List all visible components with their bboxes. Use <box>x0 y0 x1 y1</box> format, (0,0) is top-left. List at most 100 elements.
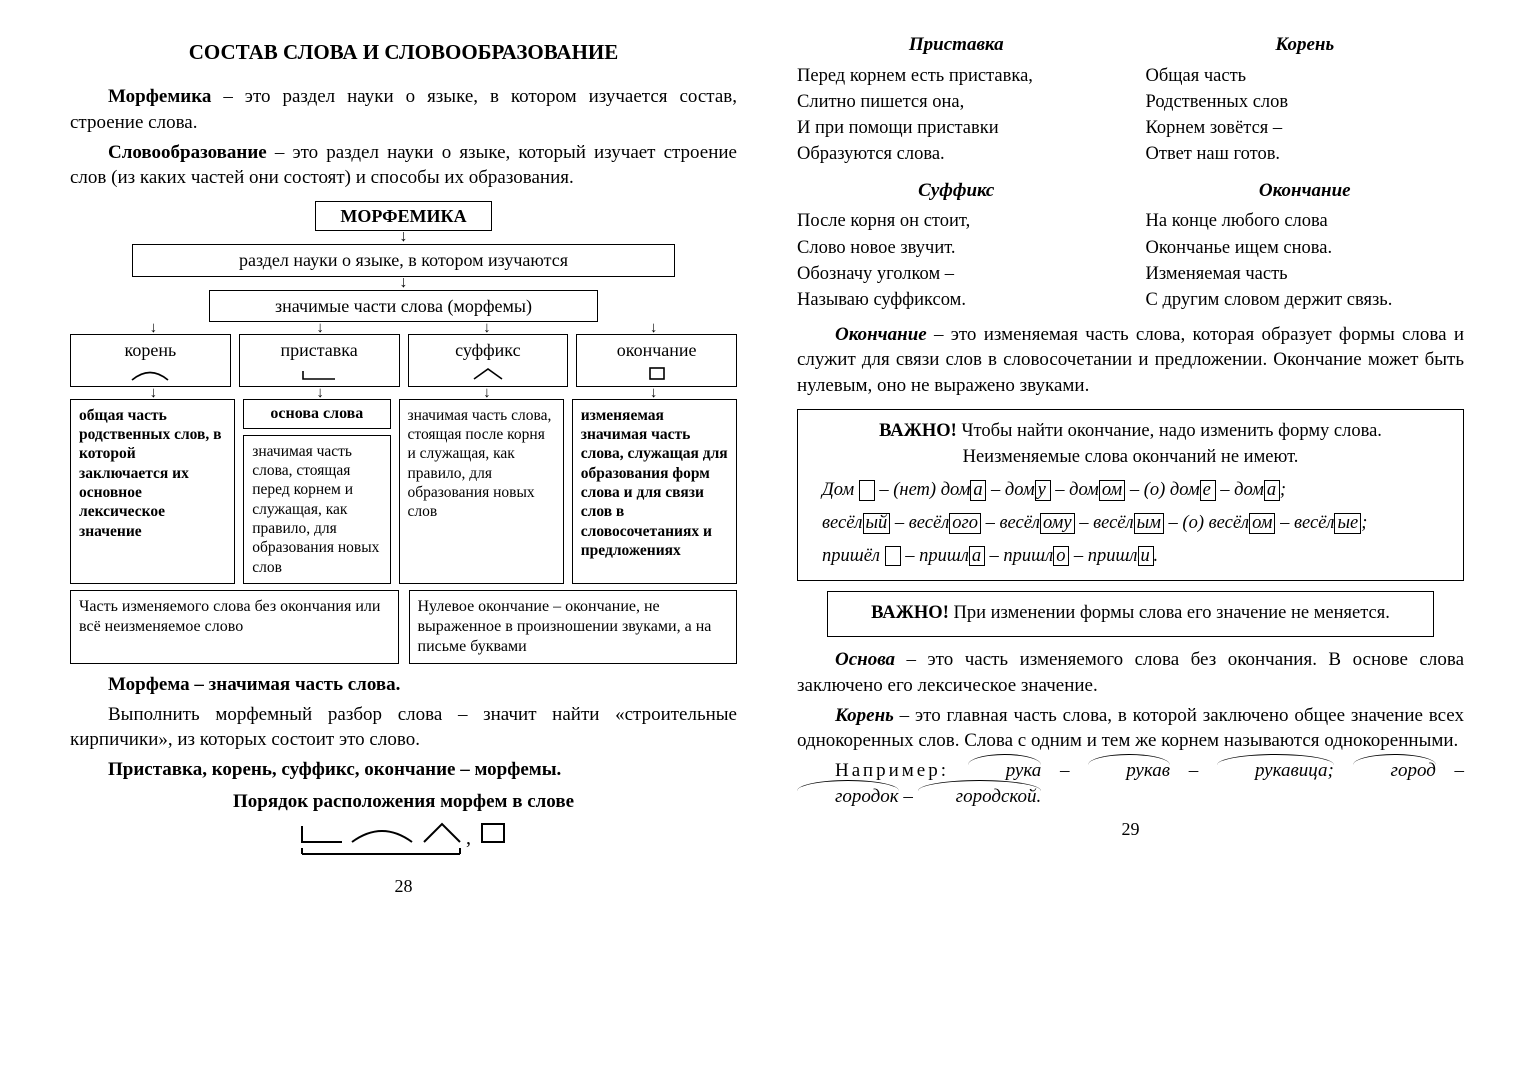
box1-line1: ВАЖНО! Чтобы найти окончание, надо измен… <box>812 418 1449 445</box>
example-vesel: весёлый – весёлого – весёлому – весёлым … <box>812 510 1449 537</box>
bracket-icon <box>250 364 389 382</box>
ex-dom-forms: – (нет) дома – дому – домом – (о) доме –… <box>879 480 1286 500</box>
flow-bottom-row: Часть изменяемого слова без окончания ил… <box>70 590 737 664</box>
ending-box: у <box>1035 480 1051 501</box>
osnova-def: – это часть изменяемого слова без оконча… <box>797 649 1464 696</box>
example-roots: Например: рука – рукав – рукавица; город… <box>797 758 1464 809</box>
okonch-term: Окончание <box>835 324 927 345</box>
flow-head-okonch-label: окончание <box>617 340 697 360</box>
poem-suffix-title: Суффикс <box>797 178 1116 204</box>
poem-line: Обозначу уголком – <box>797 262 1116 286</box>
box1-lead: ВАЖНО! <box>879 421 957 441</box>
flow-bottom-right: Нулевое окончание – окончание, не выраже… <box>409 590 738 664</box>
flow-body-koren: общая часть родственных слов, в которой … <box>70 399 235 585</box>
poem-okonch: Окончание На конце любого слова Окончань… <box>1146 176 1465 314</box>
ending-box: а <box>1264 480 1280 501</box>
okonch-def-paragraph: Окончание – это изменяемая часть слова, … <box>797 322 1464 399</box>
koren-def: – это главная часть слова, в которой зак… <box>797 705 1464 752</box>
poem-suffix: Суффикс После корня он стоит, Слово ново… <box>797 176 1116 314</box>
null-ending-icon <box>885 546 901 567</box>
order-title: Порядок расположения морфем в слове <box>70 789 737 815</box>
slovoobr-paragraph: Словообразование – это раздел науки о яз… <box>70 140 737 191</box>
flow-head-suffix: суффикс <box>408 334 569 387</box>
root-word: городок <box>797 784 899 810</box>
arrow-icon: ↓ <box>70 231 737 244</box>
flow-osnova-label: основа слова <box>270 405 363 422</box>
osnova-paragraph: Основа – это часть изменяемого слова без… <box>797 647 1464 698</box>
poem-line: Слитно пишется она, <box>797 90 1116 114</box>
ending-box: ый <box>863 513 891 534</box>
null-ending-icon <box>859 480 875 501</box>
poem-line: На конце любого слова <box>1146 209 1465 233</box>
poem-line: Слово новое звучит. <box>797 236 1116 260</box>
flow-body-pristavka: значимая часть слова, стоящая перед корн… <box>243 435 390 585</box>
ending-box: о <box>1053 546 1069 567</box>
page-number-left: 28 <box>70 874 737 898</box>
poem-line: Окончанье ищем снова. <box>1146 236 1465 260</box>
ending-box: а <box>970 480 986 501</box>
poem-line: Родственных слов <box>1146 90 1465 114</box>
morfema-line: Морфема – значимая часть слова. <box>70 672 737 698</box>
ending-box: ого <box>949 513 981 534</box>
koren-term: Корень <box>835 705 894 726</box>
flow-head-okonch: окончание <box>576 334 737 387</box>
box1-rest: Чтобы найти окончание, надо изменить фор… <box>957 421 1382 441</box>
flow-body-okonch-text: изменяемая значимая часть слова, служаща… <box>581 407 728 560</box>
important-box-2: ВАЖНО! При изменении формы слова его зна… <box>827 591 1434 638</box>
flow-body-okonch: изменяемая значимая часть слова, служаща… <box>572 399 737 585</box>
koren-paragraph: Корень – это главная часть слова, в кото… <box>797 703 1464 754</box>
example-lead: Например: <box>835 760 949 781</box>
flow-row2: раздел науки о языке, в котором изучаютс… <box>132 244 674 277</box>
morphemes-line: Приставка, корень, суффикс, окончание – … <box>70 757 737 783</box>
ending-box: а <box>969 546 985 567</box>
box2-rest: При изменении формы слова его значение н… <box>949 603 1390 623</box>
poem-line: Ответ наш готов. <box>1146 142 1465 166</box>
ending-box: ом <box>1099 480 1125 501</box>
poem-pristavka-title: Приставка <box>797 32 1116 58</box>
osnova-term: Основа <box>835 649 895 670</box>
square-icon <box>587 364 726 382</box>
root-word: городской. <box>918 784 1042 810</box>
box2-lead: ВАЖНО! <box>871 603 949 623</box>
poem-koren-title: Корень <box>1146 32 1465 58</box>
root-word: рукавица; <box>1217 758 1334 784</box>
slovoobr-term: Словообразование <box>108 142 267 163</box>
ending-box: ому <box>1040 513 1075 534</box>
root-word: город <box>1353 758 1436 784</box>
ending-box: е <box>1200 480 1216 501</box>
ending-box: ые <box>1334 513 1361 534</box>
box1-line2: Неизменяемые слова окончаний не имеют. <box>812 444 1449 471</box>
flow-row3: значимые части слова (морфемы) <box>209 290 598 323</box>
poem-line: После корня он стоит, <box>797 209 1116 233</box>
arc-icon <box>81 364 220 382</box>
poem-line: И при помощи приставки <box>797 116 1116 140</box>
poems-row-2: Суффикс После корня он стоит, Слово ново… <box>797 176 1464 314</box>
poem-line: Называю суффиксом. <box>797 288 1116 312</box>
flow-head-pristavka-label: приставка <box>280 340 357 360</box>
right-page: Приставка Перед корнем есть приставка, С… <box>767 30 1494 1050</box>
flow-head-koren: корень <box>70 334 231 387</box>
ending-box: ым <box>1134 513 1164 534</box>
flow-bodies-row: общая часть родственных слов, в которой … <box>70 399 737 585</box>
poem-line: С другим словом держит связь. <box>1146 288 1465 312</box>
morfemika-flowchart: МОРФЕМИКА ↓ раздел науки о языке, в кото… <box>70 201 737 664</box>
flow-heads-row: корень приставка суффикс окончание <box>70 334 737 387</box>
svg-text:,: , <box>466 827 471 849</box>
morfemika-paragraph: Морфемика – это раздел науки о языке, в … <box>70 84 737 135</box>
flow-body-suffix: значимая часть слова, стоящая после корн… <box>399 399 564 585</box>
morfemika-term: Морфемика <box>108 86 211 107</box>
ending-box: и <box>1138 546 1154 567</box>
page-title: СОСТАВ СЛОВА И СЛОВООБРАЗОВАНИЕ <box>70 38 737 66</box>
poem-line: Общая часть <box>1146 64 1465 88</box>
poem-line: Образуются слова. <box>797 142 1116 166</box>
poem-okonch-title: Окончание <box>1146 178 1465 204</box>
morpheme-order-diagram: , <box>284 818 524 866</box>
ending-box: ом <box>1249 513 1275 534</box>
flow-head-pristavka: приставка <box>239 334 400 387</box>
flow-body-koren-text: общая часть родственных слов, в которой … <box>79 407 222 540</box>
flow-bottom-left: Часть изменяемого слова без окончания ил… <box>70 590 399 664</box>
poem-line: Корнем зовётся – <box>1146 116 1465 140</box>
poem-koren: Корень Общая часть Родственных слов Корн… <box>1146 30 1465 168</box>
flow-top: МОРФЕМИКА <box>315 201 491 232</box>
poem-line: Перед корнем есть приставка, <box>797 64 1116 88</box>
